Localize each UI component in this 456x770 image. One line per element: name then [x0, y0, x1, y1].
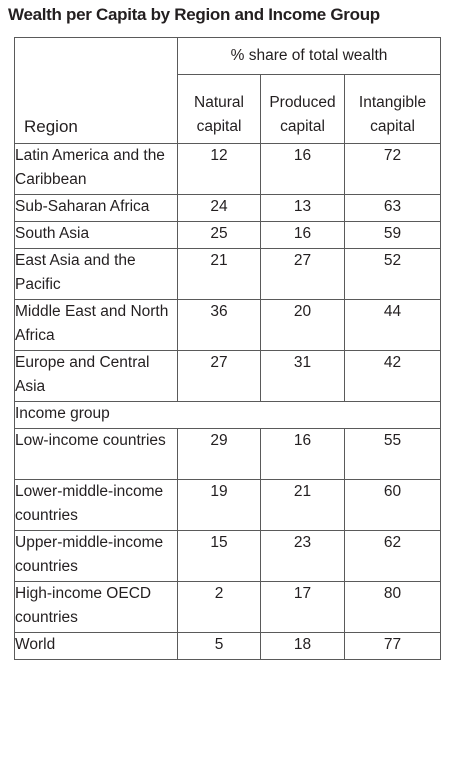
produced-capital-value: 16: [260, 428, 345, 480]
natural-capital-value: 36: [177, 299, 261, 351]
intangible-capital-value: 60: [343, 479, 442, 531]
column-header-intangible-capital: Intangible capital: [343, 74, 442, 144]
produced-capital-value: 23: [260, 530, 345, 582]
row-label: Sub-Saharan Africa: [14, 194, 178, 222]
intangible-capital-value: 72: [343, 143, 442, 195]
row-label: Europe and Central Asia: [14, 350, 178, 402]
natural-capital-value: 15: [177, 530, 261, 582]
row-label: Lower-middle-income countries: [14, 479, 178, 531]
natural-capital-value: 5: [177, 632, 261, 660]
table-row: Sub-Saharan Africa 24 13 63: [14, 194, 442, 222]
row-label: Latin America and the Caribbean: [14, 143, 178, 195]
natural-capital-value: 21: [177, 248, 261, 300]
produced-capital-value: 16: [260, 143, 345, 195]
table-row: High-income OECD countries 2 17 80: [14, 581, 442, 633]
natural-capital-value: 12: [177, 143, 261, 195]
table-row: East Asia and the Pacific 21 27 52: [14, 248, 442, 300]
table-row: South Asia 25 16 59: [14, 221, 442, 249]
intangible-capital-value: 55: [343, 428, 442, 480]
row-label: High-income OECD countries: [14, 581, 178, 633]
table-title: Wealth per Capita by Region and Income G…: [8, 5, 380, 24]
natural-capital-value: 2: [177, 581, 261, 633]
intangible-capital-value: 80: [343, 581, 442, 633]
natural-capital-value: 29: [177, 428, 261, 480]
table-row: Low-income countries 29 16 55: [14, 428, 442, 480]
produced-capital-value: 17: [260, 581, 345, 633]
section-label: Income group: [13, 401, 442, 429]
intangible-capital-value: 77: [343, 632, 442, 660]
wealth-table: % share of total wealth Region Natural c…: [13, 37, 442, 660]
produced-capital-value: 21: [260, 479, 345, 531]
produced-capital-value: 27: [260, 248, 345, 300]
column-header-natural-capital: Natural capital: [177, 74, 261, 144]
column-header-region: Region: [14, 74, 178, 144]
table-body: Latin America and the Caribbean 12 16 72 Sub…: [13, 143, 442, 660]
table-row: Latin America and the Caribbean 12 16 72: [14, 143, 442, 195]
produced-capital-value: 18: [260, 632, 345, 660]
column-header-produced-capital: Produced capital: [260, 74, 345, 144]
row-label: Middle East and North Africa: [14, 299, 178, 351]
natural-capital-value: 19: [177, 479, 261, 531]
produced-capital-value: 13: [260, 194, 345, 222]
table-row: World 5 18 77: [14, 632, 442, 660]
table-row: Europe and Central Asia 27 31 42: [14, 350, 442, 402]
row-label: Upper-middle-income countries: [14, 530, 178, 582]
table-row: Lower-middle-income countries 19 21 60: [14, 479, 442, 531]
header-corner: [14, 37, 178, 75]
intangible-capital-value: 52: [343, 248, 442, 300]
row-label: East Asia and the Pacific: [14, 248, 178, 300]
section-row: Income group: [13, 401, 442, 429]
produced-capital-value: 20: [260, 299, 345, 351]
intangible-capital-value: 62: [343, 530, 442, 582]
natural-capital-value: 24: [177, 194, 261, 222]
super-header: % share of total wealth: [176, 37, 442, 75]
intangible-capital-value: 44: [343, 299, 442, 351]
row-label: South Asia: [14, 221, 178, 249]
natural-capital-value: 27: [177, 350, 261, 402]
produced-capital-value: 31: [260, 350, 345, 402]
table-row: Middle East and North Africa 36 20 44: [14, 299, 442, 351]
table-row: Upper-middle-income countries 15 23 62: [14, 530, 442, 582]
row-label: Low-income countries: [14, 428, 178, 480]
intangible-capital-value: 42: [343, 350, 442, 402]
produced-capital-value: 16: [260, 221, 345, 249]
row-label: World: [14, 632, 178, 660]
intangible-capital-value: 59: [343, 221, 442, 249]
natural-capital-value: 25: [177, 221, 261, 249]
intangible-capital-value: 63: [343, 194, 442, 222]
